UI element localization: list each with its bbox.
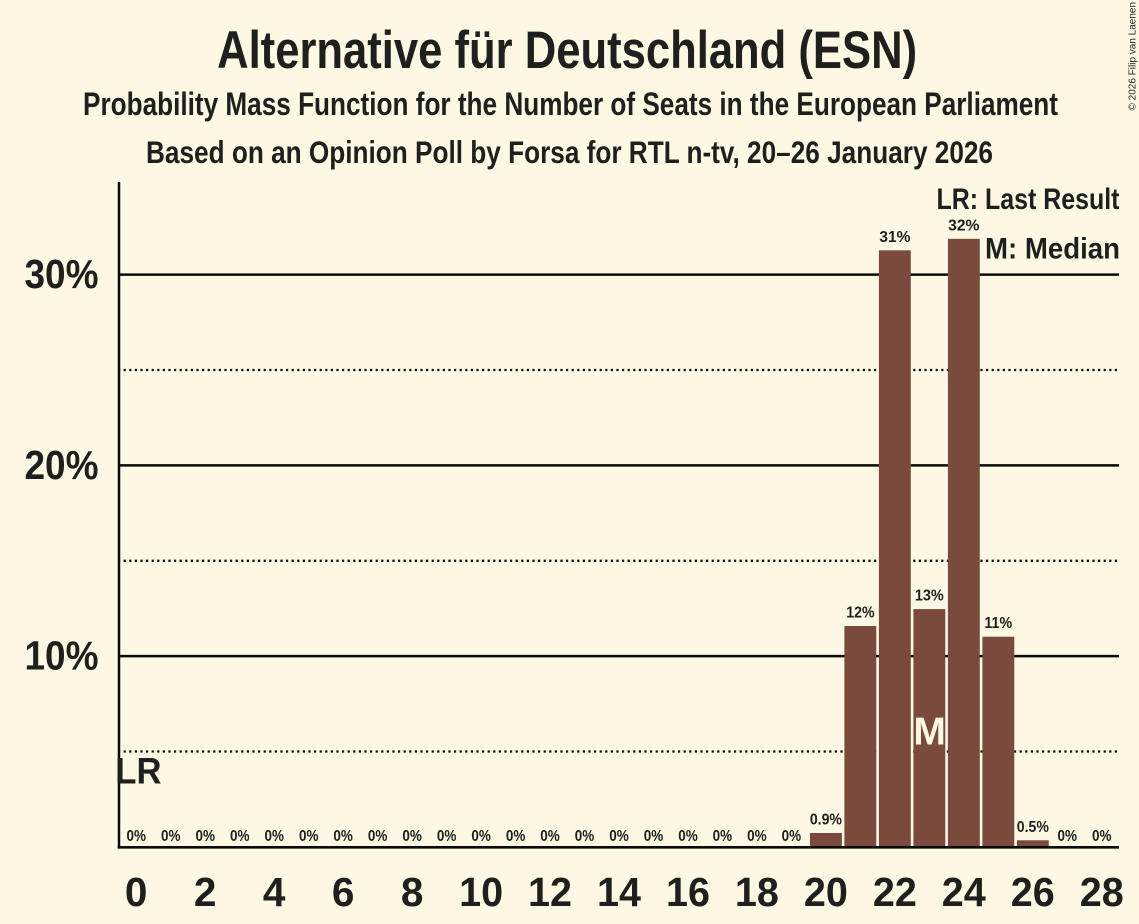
- svg-text:32%: 32%: [948, 217, 980, 234]
- svg-text:30%: 30%: [25, 251, 99, 297]
- svg-text:2: 2: [194, 869, 217, 915]
- svg-text:0%: 0%: [126, 828, 146, 845]
- svg-text:M: M: [913, 711, 946, 754]
- svg-text:0%: 0%: [609, 828, 629, 845]
- svg-text:12%: 12%: [846, 605, 874, 622]
- svg-text:0%: 0%: [678, 828, 698, 845]
- svg-text:24: 24: [942, 869, 986, 915]
- svg-text:0%: 0%: [747, 828, 767, 845]
- svg-text:0%: 0%: [230, 828, 250, 845]
- svg-text:6: 6: [332, 869, 355, 915]
- svg-text:31%: 31%: [879, 229, 910, 246]
- svg-text:0%: 0%: [540, 828, 560, 845]
- svg-text:11%: 11%: [984, 615, 1012, 632]
- svg-text:0%: 0%: [161, 828, 181, 845]
- svg-text:0%: 0%: [644, 828, 664, 845]
- svg-text:0%: 0%: [506, 828, 526, 845]
- svg-text:LR: LR: [115, 751, 161, 792]
- svg-text:M: Median: M: Median: [985, 233, 1120, 266]
- svg-text:0.9%: 0.9%: [810, 812, 842, 829]
- svg-text:14: 14: [597, 869, 641, 915]
- svg-text:4: 4: [263, 869, 286, 915]
- svg-text:10%: 10%: [25, 633, 99, 679]
- svg-text:0: 0: [125, 869, 148, 915]
- svg-text:0%: 0%: [402, 828, 422, 845]
- svg-text:LR: Last Result: LR: Last Result: [937, 183, 1120, 216]
- svg-text:16: 16: [666, 869, 710, 915]
- svg-text:28: 28: [1080, 869, 1124, 915]
- svg-text:8: 8: [401, 869, 424, 915]
- svg-text:20%: 20%: [25, 442, 99, 488]
- svg-text:13%: 13%: [915, 588, 944, 605]
- svg-text:22: 22: [873, 869, 917, 915]
- svg-text:0%: 0%: [368, 828, 388, 845]
- svg-text:0%: 0%: [1058, 828, 1078, 845]
- svg-text:0%: 0%: [471, 828, 491, 845]
- svg-text:18: 18: [735, 869, 779, 915]
- svg-text:0%: 0%: [782, 828, 802, 845]
- svg-text:20: 20: [804, 869, 848, 915]
- svg-text:0%: 0%: [264, 828, 284, 845]
- svg-text:12: 12: [528, 869, 572, 915]
- svg-text:0%: 0%: [299, 828, 319, 845]
- svg-text:0%: 0%: [713, 828, 733, 845]
- svg-text:Alternative für Deutschland (E: Alternative für Deutschland (ESN): [217, 21, 917, 80]
- svg-text:0.5%: 0.5%: [1017, 819, 1049, 836]
- svg-text:0%: 0%: [1092, 828, 1112, 845]
- svg-text:0%: 0%: [437, 828, 457, 845]
- svg-text:Based on an Opinion Poll by Fo: Based on an Opinion Poll by Forsa for RT…: [146, 134, 993, 170]
- svg-text:10: 10: [459, 869, 503, 915]
- svg-text:© 2026 Filip van Laenen: © 2026 Filip van Laenen: [1128, 2, 1139, 111]
- svg-text:0%: 0%: [195, 828, 215, 845]
- svg-text:0%: 0%: [575, 828, 595, 845]
- svg-text:Probability Mass Function for: Probability Mass Function for the Number…: [83, 86, 1058, 122]
- svg-text:26: 26: [1011, 869, 1055, 915]
- svg-text:0%: 0%: [333, 828, 353, 845]
